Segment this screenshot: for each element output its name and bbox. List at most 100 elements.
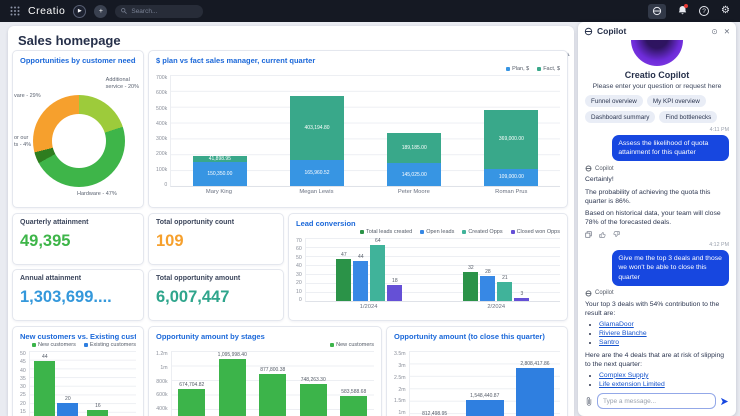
- link-complex-supply[interactable]: Complex Supply: [599, 371, 649, 379]
- card-title[interactable]: $ plan vs fact sales manager, current qu…: [156, 56, 316, 65]
- app-grid-icon[interactable]: [10, 6, 20, 16]
- card-title[interactable]: Opportunity amount by stages: [156, 332, 265, 341]
- bot-label-text: Copilot: [595, 165, 614, 172]
- chip-find-bottlenecks[interactable]: Find bottlenecks: [659, 111, 718, 123]
- tile-title[interactable]: Quarterly attainment: [20, 219, 89, 226]
- tile-total-opportunity-amount: Total opportunity amount 6,007,447: [148, 269, 284, 321]
- copy-icon[interactable]: [585, 231, 592, 238]
- chart-legend: New customers Existing customers: [20, 341, 136, 349]
- copilot-icon: [585, 165, 592, 172]
- topbar: Creatio ▶ + Search... ? ⚙: [0, 0, 740, 22]
- copilot-options-icon[interactable]: ⊙: [711, 26, 718, 36]
- copilot-intro-subtitle: Please enter your question or request he…: [592, 83, 722, 90]
- legend-dot-existing: [83, 343, 88, 347]
- plan-fact-chart: 700k 600k 500k 400k 300k 200k 100k 0 150,350.00…: [156, 75, 560, 195]
- tile-total-opportunity-count: Total opportunity count 109: [148, 213, 284, 265]
- search-placeholder: Search...: [131, 7, 158, 15]
- tile-annual-attainment: Annual attainment 1,303,699....: [12, 269, 144, 321]
- legend-dot-closed-won: [510, 230, 515, 234]
- card-opportunities-by-customer-needs: Opportunities by customer needs Addition…: [12, 50, 144, 208]
- message-input[interactable]: [597, 393, 716, 409]
- legend-dot-new: [31, 343, 36, 347]
- copilot-conversation: Creatio Copilot Please enter your questi…: [578, 40, 736, 388]
- y-axis: 70 60 50 40 30 20 10 0: [296, 238, 302, 303]
- card-opportunity-to-close: Opportunity amount (to close this quarte…: [386, 326, 568, 416]
- chart-legend: New customers: [156, 341, 374, 349]
- user-message: Give me the top 3 deals and those we won…: [612, 250, 729, 286]
- chip-kpi-overview[interactable]: My KPI overview: [646, 95, 706, 107]
- help-button[interactable]: ?: [699, 6, 710, 16]
- metric-value: 1,303,699....: [20, 288, 112, 306]
- bot-label: Copilot: [585, 290, 729, 297]
- tile-title[interactable]: Annual attainment: [20, 275, 82, 282]
- tile-title[interactable]: Total opportunity amount: [156, 275, 241, 282]
- link-life-extension[interactable]: Life extension Limited: [599, 380, 665, 388]
- suggestion-chips: Funnel overview My KPI overview Dashboar…: [585, 95, 729, 123]
- copilot-icon: [584, 27, 593, 35]
- bot-paragraph: The probability of achieving the quota t…: [585, 188, 711, 205]
- legend-label: New customers: [336, 342, 374, 348]
- card-title[interactable]: Lead conversion: [296, 219, 356, 228]
- legend-label: Created Opps: [468, 229, 503, 235]
- plot-area: 812,498.95 1,548,440.87 2,808,417.86: [408, 351, 560, 416]
- link-riviere-blanche[interactable]: Riviere Blanche: [599, 329, 647, 337]
- legend-label: New customers: [37, 342, 76, 348]
- timestamp: 4:12 PM: [709, 242, 729, 249]
- donut-hole: [52, 114, 106, 168]
- legend-label-fact: Fact, $: [543, 66, 560, 72]
- plot-area: 150,350.00 41,898.95 165,960.52 403,194.80 1…: [170, 75, 560, 187]
- notification-badge: [684, 3, 689, 8]
- dashboard-panel: Sales homepage ▲ Opportunities by custom…: [8, 26, 574, 416]
- tile-title[interactable]: Total opportunity count: [156, 219, 235, 226]
- run-process-button[interactable]: ▶: [73, 4, 87, 18]
- deal-links-at-risk: Complex Supply Life extension Limited Op…: [599, 372, 729, 388]
- donut-label-additional-service: Additional service - 20%: [105, 77, 139, 90]
- copilot-toggle-button[interactable]: [648, 3, 667, 19]
- chart-legend-spacer: [394, 341, 560, 349]
- scroll-up-arrow[interactable]: ▲: [565, 52, 571, 58]
- timestamp: 4:11 PM: [709, 127, 729, 133]
- thumbs-down-icon[interactable]: [613, 231, 620, 238]
- metric-value: 49,395: [20, 232, 71, 250]
- add-button[interactable]: +: [94, 4, 108, 18]
- donut-label-hardware: Hardware - 47%: [77, 191, 117, 197]
- legend-label: Closed won Opps: [516, 229, 560, 235]
- card-title[interactable]: Opportunity amount (to close this quarte…: [394, 332, 545, 341]
- card-lead-conversion: Lead conversion Total leads created Open…: [288, 213, 568, 321]
- legend-label: Existing customers: [89, 342, 136, 348]
- attachment-icon[interactable]: [585, 396, 593, 406]
- user-message: Assess the likelihood of quota attainmen…: [612, 135, 729, 162]
- copilot-icon: [585, 290, 592, 297]
- bot-paragraph: Certainly!: [585, 176, 614, 184]
- chip-funnel-overview[interactable]: Funnel overview: [585, 95, 643, 107]
- copilot-input-row: [578, 388, 736, 416]
- bot-label: Copilot: [585, 165, 729, 172]
- legend-dot-plan: [506, 67, 511, 71]
- global-search[interactable]: Search...: [115, 4, 204, 18]
- link-glamadoor[interactable]: GlamaDoor: [599, 321, 634, 329]
- y-axis: 50454035302520151050: [20, 351, 26, 416]
- new-existing-chart: 50454035302520151050 4420165: [20, 351, 136, 416]
- plot-area: 4420165: [28, 351, 136, 416]
- card-title[interactable]: New customers vs. Existing customer: [20, 332, 136, 341]
- settings-gear-button[interactable]: ⚙: [721, 5, 730, 16]
- notifications-button[interactable]: [678, 3, 689, 18]
- page-title: Sales homepage: [18, 33, 121, 48]
- metric-value: 6,007,447: [156, 288, 230, 306]
- bot-paragraph: Your top 3 deals with 54% contribution t…: [585, 300, 720, 317]
- legend-dot-total-leads: [360, 230, 365, 234]
- tile-quarterly-attainment: Quarterly attainment 49,395: [12, 213, 144, 265]
- card-new-vs-existing: New customers vs. Existing customer New …: [12, 326, 144, 416]
- link-santro[interactable]: Santro: [599, 338, 620, 346]
- legend-label: Open leads: [426, 229, 455, 235]
- legend-label: Total leads created: [366, 229, 413, 235]
- chip-dashboard-summary[interactable]: Dashboard summary: [585, 111, 656, 123]
- close-icon[interactable]: ✕: [723, 26, 730, 36]
- send-icon[interactable]: [720, 397, 729, 406]
- legend-dot-fact: [537, 67, 542, 71]
- thumbs-up-icon[interactable]: [599, 231, 606, 238]
- copilot-avatar: [631, 40, 683, 66]
- card-title[interactable]: Opportunities by customer needs: [20, 56, 136, 65]
